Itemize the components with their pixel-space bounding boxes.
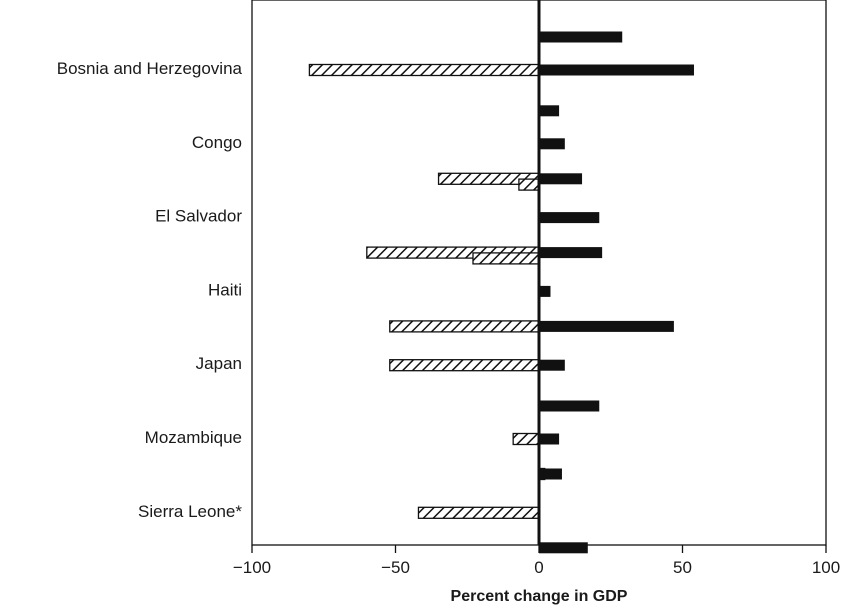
x-tick-label: 50 — [673, 558, 692, 577]
category-labels: Bosnia and Herzegovina Congo El Salvador Ha… — [57, 59, 243, 521]
x-tick-label: −50 — [381, 558, 410, 577]
x-tick-label: 0 — [534, 558, 543, 577]
category-label: Mozambique — [145, 428, 242, 447]
bar-solid-4-1 — [539, 359, 565, 371]
bar-solid-6-2 — [539, 542, 588, 554]
category-label: Congo — [192, 133, 242, 152]
bar-hatched-2-0 — [518, 178, 540, 191]
bar-hatched-3-0 — [472, 252, 540, 265]
x-tick-label: −100 — [233, 558, 271, 577]
category-label: El Salvador — [155, 207, 242, 226]
bar-solid-1-2 — [539, 173, 583, 185]
category-label: Japan — [196, 354, 242, 373]
bar-hatched-3-2 — [389, 320, 540, 333]
bar-hatched-0-1 — [308, 63, 540, 77]
bar-solid-1-1 — [539, 138, 565, 150]
bar-solid-1-0 — [539, 105, 560, 117]
category-label: Bosnia and Herzegovina — [57, 59, 243, 78]
bar-solid-0-0 — [539, 31, 623, 43]
bar-solid-5-2 — [539, 468, 562, 480]
bar-solid-2-1 — [539, 212, 600, 224]
x-axis-ticks: −100 −50 0 50 100 — [233, 545, 840, 577]
bar-series-group — [308, 31, 694, 554]
bar-hatched-6-1 — [417, 506, 540, 519]
bar-solid-5-0 — [539, 400, 600, 412]
x-axis-title: Percent change in GDP — [451, 588, 628, 605]
bar-solid-3-2 — [539, 320, 674, 332]
bar-hatched-5-1 — [512, 432, 540, 446]
category-label: Sierra Leone* — [138, 502, 242, 521]
x-tick-label: 100 — [812, 558, 840, 577]
bar-solid-2-2 — [539, 247, 603, 259]
bar-solid-0-1 — [539, 64, 694, 76]
category-label: Haiti — [208, 280, 242, 299]
bar-solid-5-1 — [539, 433, 560, 445]
bar-solid-3-1 — [539, 285, 551, 297]
bar-hatched-4-1 — [389, 359, 540, 372]
